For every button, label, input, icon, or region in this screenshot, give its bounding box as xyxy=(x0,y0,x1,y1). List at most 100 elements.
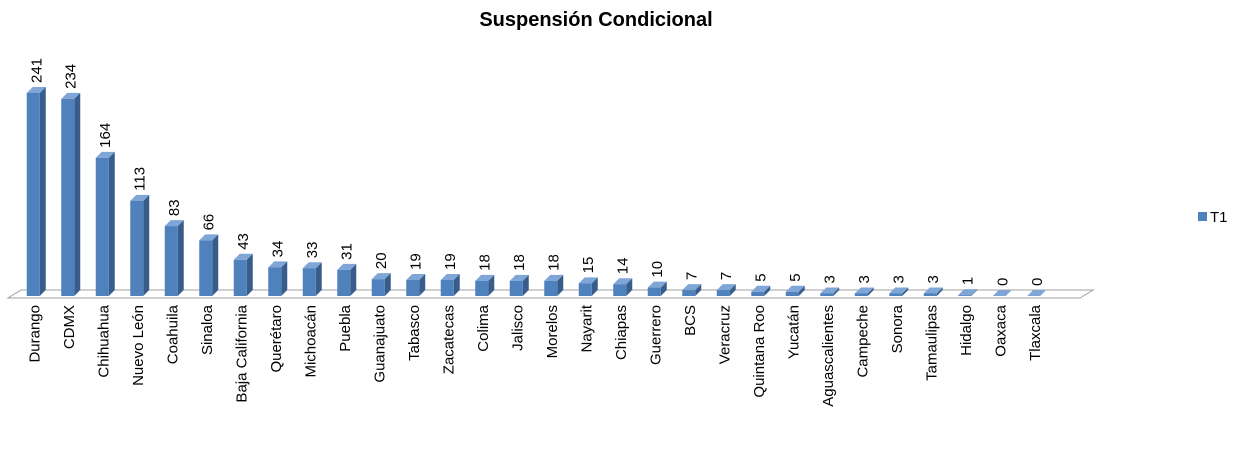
bar-top xyxy=(233,253,253,260)
bar-front xyxy=(751,291,765,296)
bar-top xyxy=(337,263,357,270)
bar-top xyxy=(268,261,288,268)
bar-front xyxy=(61,98,75,296)
bar xyxy=(716,284,736,296)
value-label: 10 xyxy=(649,261,666,278)
bar-side xyxy=(764,285,771,296)
bar-top xyxy=(958,289,978,296)
bar-side xyxy=(557,274,564,296)
bar-top xyxy=(682,284,702,291)
bar-front xyxy=(199,240,213,296)
bar-front xyxy=(233,259,247,296)
bar-top xyxy=(509,274,529,281)
x-tick-label: Jalisco xyxy=(509,305,526,351)
bar-front xyxy=(923,293,937,296)
bar-front xyxy=(440,279,454,296)
bar-side xyxy=(177,220,184,296)
bar xyxy=(95,151,115,296)
x-tick-label: Guanajuato xyxy=(371,305,388,383)
bar-side xyxy=(936,287,943,296)
bar xyxy=(820,287,840,296)
bar-top xyxy=(716,284,736,291)
bar-front xyxy=(820,293,834,296)
value-label: 113 xyxy=(132,167,149,191)
value-label: 5 xyxy=(753,273,770,281)
value-label: 19 xyxy=(442,253,459,270)
bar xyxy=(164,220,184,296)
x-tick-label: Aguascalientes xyxy=(820,305,837,407)
x-tick-label: Nuevo León xyxy=(130,305,147,386)
x-tick-label: Querétaro xyxy=(268,305,285,373)
bar-side xyxy=(246,253,253,296)
bar-front xyxy=(958,295,972,296)
bar-side xyxy=(867,287,874,296)
value-label: 0 xyxy=(1029,278,1046,286)
bar-front xyxy=(302,268,316,296)
value-label: 34 xyxy=(270,241,287,258)
bar-side xyxy=(626,278,633,296)
bar-front xyxy=(130,200,144,296)
bar xyxy=(233,253,253,296)
bar-top xyxy=(647,281,667,288)
bar-front xyxy=(544,280,558,296)
bar xyxy=(854,287,874,296)
bar-side xyxy=(833,287,840,296)
bar xyxy=(613,278,633,296)
bar-top xyxy=(302,262,322,269)
bar-side xyxy=(695,284,702,296)
bar-side xyxy=(798,285,805,296)
value-label: 43 xyxy=(235,233,252,250)
value-label: 19 xyxy=(408,253,425,270)
x-tick-label: Tlaxcala xyxy=(1027,304,1044,361)
bar-side xyxy=(281,261,288,296)
legend-label: T1 xyxy=(1210,209,1228,226)
legend-swatch xyxy=(1198,212,1207,221)
value-label: 18 xyxy=(511,254,528,271)
bar-front xyxy=(647,287,661,296)
bar-top xyxy=(475,274,495,281)
value-label: 31 xyxy=(339,243,356,260)
bar-top xyxy=(164,220,184,227)
x-tick-label: Yucatán xyxy=(785,305,802,359)
bar-front xyxy=(371,279,385,296)
value-label: 3 xyxy=(822,275,839,283)
x-tick-label: Zacatecas xyxy=(440,305,457,374)
x-tick-label: Tamaulipas xyxy=(923,305,940,381)
x-tick-label: Tabasco xyxy=(406,305,423,361)
x-tick-label: Morelos xyxy=(544,305,561,358)
bar-top xyxy=(61,92,81,99)
bar-front xyxy=(509,280,523,296)
x-tick-label: Campeche xyxy=(854,305,871,378)
bar-top xyxy=(544,274,564,281)
bar-front xyxy=(785,291,799,296)
bar-top xyxy=(854,287,874,294)
bar xyxy=(785,285,805,296)
value-label: 7 xyxy=(684,272,701,280)
bar xyxy=(647,281,667,296)
x-tick-label: Chiapas xyxy=(613,305,630,360)
value-label: 15 xyxy=(580,257,597,274)
x-tick-label: BCS xyxy=(682,305,699,336)
bar xyxy=(751,285,771,296)
bar-side xyxy=(39,87,46,296)
bar-top xyxy=(751,285,771,292)
bar-top xyxy=(992,290,1012,296)
bar-side xyxy=(315,262,322,296)
bar-side xyxy=(74,92,81,296)
value-label: 14 xyxy=(615,258,632,275)
bar xyxy=(26,87,46,296)
value-label: 3 xyxy=(891,275,908,283)
floor xyxy=(6,289,1095,299)
value-label: 241 xyxy=(28,58,45,83)
bar xyxy=(268,261,288,296)
bar-front xyxy=(889,293,903,296)
value-label: 164 xyxy=(97,123,114,148)
bar xyxy=(578,277,598,296)
bar xyxy=(371,273,391,296)
x-tick-label: Durango xyxy=(26,305,43,363)
bar-top xyxy=(889,287,909,294)
bar xyxy=(337,263,357,296)
bar xyxy=(923,287,943,296)
x-tick-label: Sinaloa xyxy=(199,304,216,355)
